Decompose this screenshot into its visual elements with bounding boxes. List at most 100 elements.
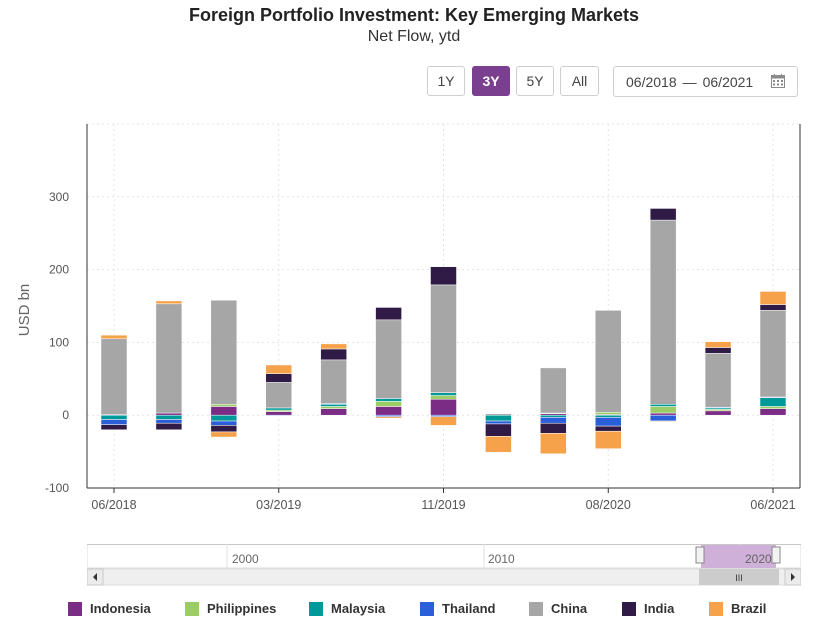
bar-brazil[interactable] bbox=[649, 420, 677, 423]
bar-thailand[interactable] bbox=[265, 414, 292, 417]
bar-thailand[interactable] bbox=[155, 419, 183, 424]
bar-brazil[interactable] bbox=[759, 291, 787, 305]
bar-indonesia[interactable] bbox=[265, 411, 292, 416]
bar-brazil[interactable] bbox=[430, 416, 457, 426]
bar-brazil[interactable] bbox=[265, 364, 292, 374]
legend-item-philippines[interactable]: Philippines bbox=[185, 601, 276, 616]
bar-malaysia[interactable] bbox=[265, 407, 292, 411]
legend-item-china[interactable]: China bbox=[529, 601, 587, 616]
bar-malaysia[interactable] bbox=[210, 414, 238, 422]
bar-malaysia[interactable] bbox=[485, 414, 512, 422]
bar-malaysia[interactable] bbox=[155, 414, 183, 420]
navigator-handle-left[interactable] bbox=[695, 546, 705, 564]
scrollbar-grip: III bbox=[735, 573, 743, 583]
legend-item-indonesia[interactable]: Indonesia bbox=[68, 601, 151, 616]
bar-malaysia[interactable] bbox=[759, 397, 787, 407]
bar-india[interactable] bbox=[210, 425, 238, 433]
scrollbar-thumb[interactable] bbox=[699, 569, 779, 585]
bar-malaysia[interactable] bbox=[320, 404, 347, 407]
bar-malaysia[interactable] bbox=[649, 404, 677, 407]
legend-item-thailand[interactable]: Thailand bbox=[420, 601, 495, 616]
bar-china[interactable] bbox=[100, 338, 128, 415]
bar-brazil[interactable] bbox=[100, 334, 128, 340]
bar-china[interactable] bbox=[430, 284, 457, 393]
range-button-all[interactable]: All bbox=[560, 66, 599, 96]
bar-thailand[interactable] bbox=[210, 420, 238, 426]
bar-philippines[interactable] bbox=[649, 406, 677, 414]
bar-china[interactable] bbox=[540, 367, 567, 414]
range-button-3y[interactable]: 3Y bbox=[472, 66, 510, 96]
bar-philippines[interactable] bbox=[320, 406, 347, 409]
legend-item-brazil[interactable]: Brazil bbox=[709, 601, 766, 616]
bar-philippines[interactable] bbox=[595, 412, 622, 415]
navigator[interactable]: 2000 2010 2020 III bbox=[87, 544, 801, 586]
bar-india[interactable] bbox=[595, 425, 622, 432]
bar-malaysia[interactable] bbox=[595, 414, 622, 418]
bar-indonesia[interactable] bbox=[320, 408, 347, 416]
bar-indonesia[interactable] bbox=[649, 412, 677, 416]
bar-india[interactable] bbox=[100, 424, 128, 431]
scroll-right-arrow-icon bbox=[791, 573, 795, 581]
bar-brazil[interactable] bbox=[210, 431, 238, 438]
bar-china[interactable] bbox=[649, 219, 677, 405]
bar-malaysia[interactable] bbox=[430, 392, 457, 396]
bar-brazil[interactable] bbox=[485, 436, 512, 453]
bar-philippines[interactable] bbox=[759, 406, 787, 409]
bar-malaysia[interactable] bbox=[375, 398, 402, 402]
bar-india[interactable] bbox=[649, 208, 677, 221]
bar-indonesia[interactable] bbox=[430, 398, 457, 416]
legend-item-india[interactable]: India bbox=[622, 601, 674, 616]
bar-philippines[interactable] bbox=[210, 404, 238, 407]
chart-subtitle: Net Flow, ytd bbox=[367, 28, 461, 45]
bar-india[interactable] bbox=[155, 422, 183, 431]
bar-brazil[interactable] bbox=[375, 416, 402, 419]
bar-india[interactable] bbox=[430, 266, 457, 286]
bar-indonesia[interactable] bbox=[375, 406, 402, 416]
bar-brazil[interactable] bbox=[540, 433, 567, 455]
y-tick-label: 200 bbox=[49, 263, 69, 277]
bar-indonesia[interactable] bbox=[210, 406, 238, 416]
range-button-5y[interactable]: 5Y bbox=[516, 66, 554, 96]
bar-brazil[interactable] bbox=[155, 300, 183, 305]
bar-china[interactable] bbox=[375, 319, 402, 399]
bar-brazil[interactable] bbox=[320, 343, 347, 350]
bar-india[interactable] bbox=[485, 423, 512, 437]
bar-thailand[interactable] bbox=[649, 414, 677, 422]
navigator-selection[interactable] bbox=[701, 545, 776, 568]
bar-china[interactable] bbox=[485, 413, 512, 416]
bar-malaysia[interactable] bbox=[100, 414, 128, 420]
bar-thailand[interactable] bbox=[485, 420, 512, 425]
bar-thailand[interactable] bbox=[595, 417, 622, 427]
navigator-handle-right[interactable] bbox=[771, 546, 781, 564]
bar-thailand[interactable] bbox=[100, 419, 128, 425]
bar-china[interactable] bbox=[759, 310, 787, 398]
bar-brazil[interactable] bbox=[704, 341, 732, 348]
bar-india[interactable] bbox=[540, 422, 567, 434]
bar-china[interactable] bbox=[595, 310, 622, 413]
bar-china[interactable] bbox=[320, 359, 347, 404]
bar-india[interactable] bbox=[759, 304, 787, 311]
bar-china[interactable] bbox=[210, 299, 238, 405]
bar-india[interactable] bbox=[375, 307, 402, 321]
bar-india[interactable] bbox=[320, 348, 347, 361]
bar-indonesia[interactable] bbox=[155, 412, 183, 416]
bar-india[interactable] bbox=[265, 373, 292, 383]
x-tick-label: 03/2019 bbox=[256, 498, 301, 512]
bar-thailand[interactable] bbox=[540, 417, 567, 424]
range-button-1y[interactable]: 1Y bbox=[427, 66, 465, 96]
bar-brazil[interactable] bbox=[595, 430, 622, 449]
bar-indonesia[interactable] bbox=[704, 410, 732, 416]
bar-china[interactable] bbox=[265, 382, 292, 409]
legend-item-malaysia[interactable]: Malaysia bbox=[309, 601, 385, 616]
scrollbar-track[interactable] bbox=[87, 568, 801, 586]
bar-philippines[interactable] bbox=[430, 395, 457, 400]
bar-china[interactable] bbox=[704, 353, 732, 408]
calendar-icon[interactable] bbox=[771, 74, 785, 88]
bar-philippines[interactable] bbox=[375, 401, 402, 407]
bar-india[interactable] bbox=[704, 347, 732, 354]
bar-malaysia[interactable] bbox=[540, 414, 567, 418]
date-range-picker[interactable]: 06/2018 — 06/2021 bbox=[613, 66, 798, 97]
legend-swatch bbox=[529, 601, 543, 616]
bar-china[interactable] bbox=[155, 303, 183, 414]
bar-indonesia[interactable] bbox=[759, 408, 787, 416]
